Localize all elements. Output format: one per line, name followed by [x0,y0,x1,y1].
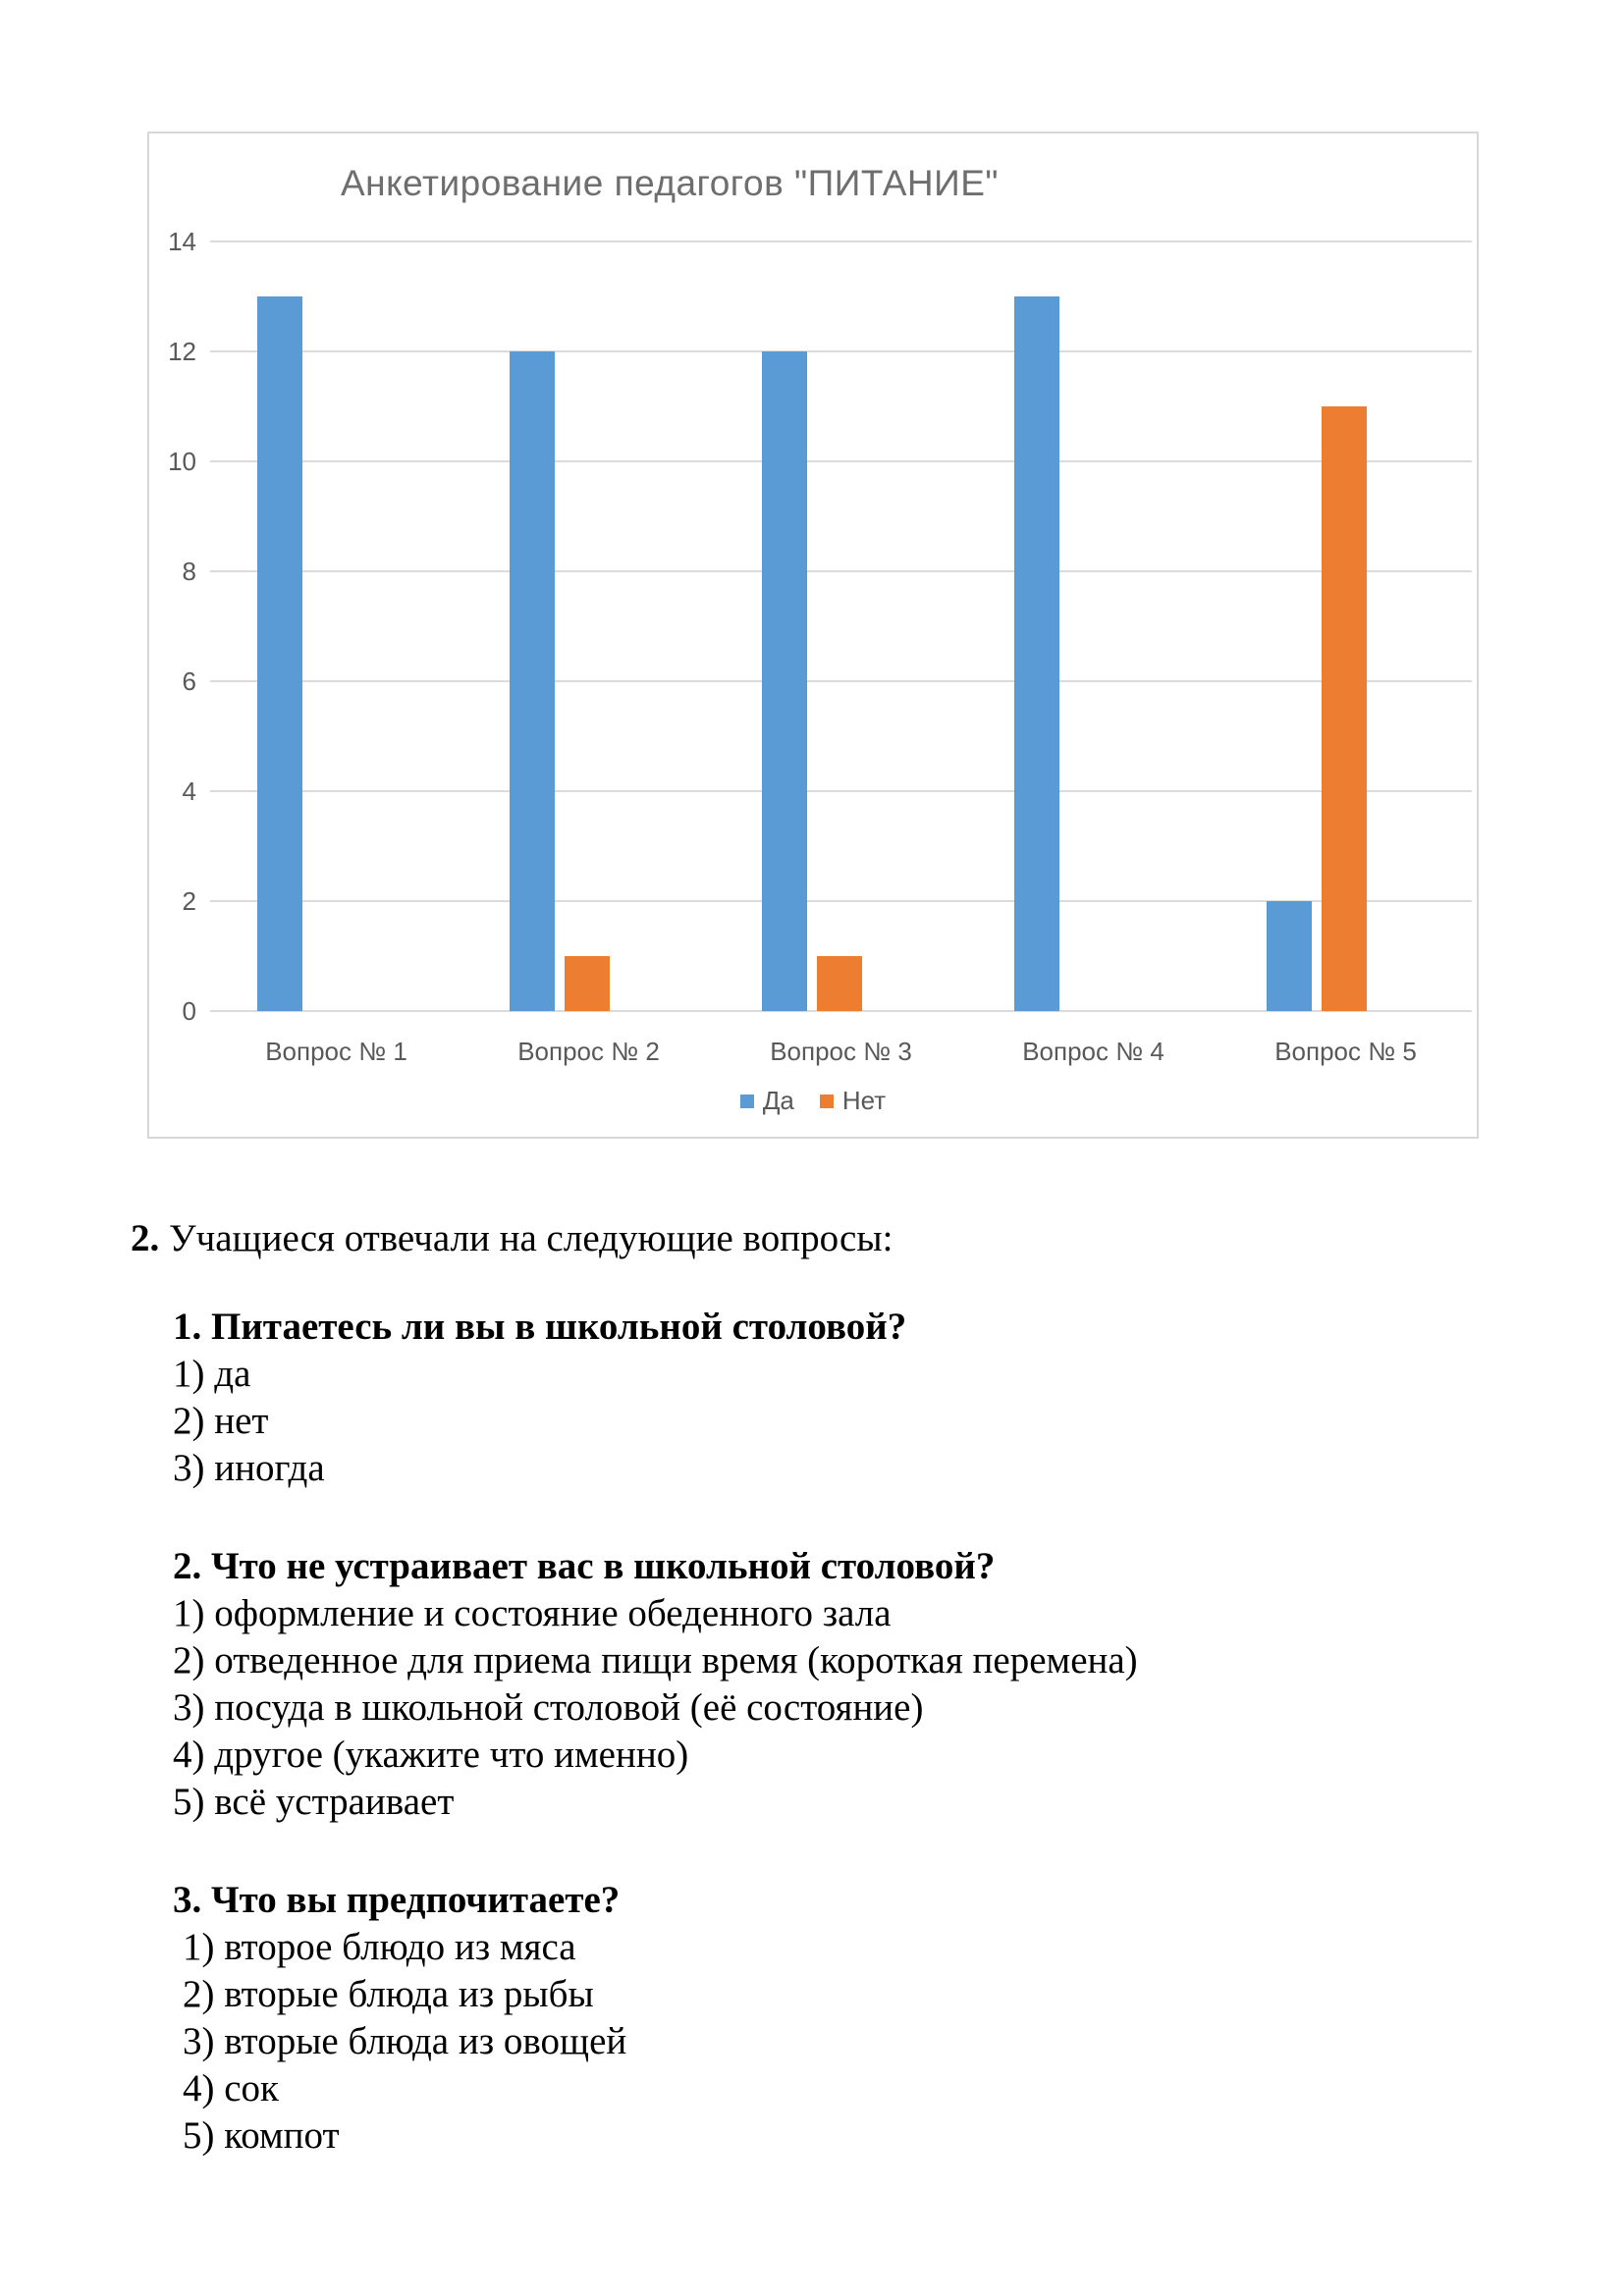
question-item: 2) нет [173,1400,269,1442]
question-item: 2) отведенное для приема пищи время (кор… [173,1639,1138,1682]
gridline [210,1010,1472,1012]
gridline [210,790,1472,792]
y-axis-tick-label: 0 [182,996,196,1026]
question-item: 5) компот [183,2114,340,2157]
question-item: 4) сок [183,2067,279,2109]
y-axis-tick-label: 8 [182,557,196,586]
question-section-2: 2. Что не устраивает вас в школьной стол… [173,1543,1138,1826]
question-item: 5) всё устраивает [173,1781,455,1823]
bar-series-0 [1013,296,1059,1011]
gridline [210,570,1472,572]
legend-swatch-0 [739,1094,754,1108]
x-axis-category-label: Вопрос № 3 [770,1037,912,1066]
chart-title: Анкетирование педагогов "ПИТАНИЕ" [340,163,1000,203]
gridline [210,680,1472,682]
bar-series-0 [256,296,302,1011]
question-heading: 3. Что вы предпочитаете? [173,1879,621,1921]
bar-series-1 [564,956,610,1011]
question-heading: 2. Что не устраивает вас в школьной стол… [173,1545,996,1587]
question-item: 4) другое (укажите что именно) [173,1734,689,1776]
x-axis-category-label: Вопрос № 2 [517,1037,660,1066]
gridline [210,460,1472,462]
question-section-3: 3. Что вы предпочитаете? 1) второе блюдо … [173,1877,1138,2160]
bar-series-0 [1266,901,1312,1011]
y-axis-tick-label: 4 [182,776,196,806]
x-axis-category-label: Вопрос № 4 [1022,1037,1164,1066]
question-item: 3) иногда [173,1447,325,1489]
chart-plot-area: 0 2 4 6 8 10 12 14 Вопрос № 1 Вопрос № 2 Вопрос № … [149,133,1477,1137]
bar-series-1 [1321,406,1367,1011]
question-item: 2) вторые блюда из рыбы [183,1973,594,2015]
y-axis-tick-label: 6 [182,667,196,696]
bar-series-0 [761,351,807,1011]
question-item: 1) второе блюдо из мяса [183,1926,576,1968]
y-axis-tick-label: 2 [182,886,196,916]
x-axis-category-label: Вопрос № 1 [265,1037,407,1066]
intro-text: Учащиеся отвечали на следующие вопросы: [159,1217,893,1259]
survey-bar-chart: Анкетирование педагогов "ПИТАНИЕ" 0 2 4 6 8 1… [147,132,1479,1139]
question-item: 1) да [173,1353,251,1395]
gridline [210,350,1472,352]
chart-legend: Да Нет [149,1086,1477,1116]
bar-series-0 [509,351,555,1011]
y-axis-tick-label: 10 [168,447,196,476]
question-section-1: 1. Питаетесь ли вы в школьной столовой? 1… [173,1304,1138,1492]
question-item: 1) оформление и состояние обеденного зал… [173,1592,892,1634]
legend-item-1: Нет [819,1086,887,1116]
legend-label-0: Да [762,1086,794,1115]
y-axis-tick-label: 14 [168,227,196,256]
question-item: 3) посуда в школьной столовой (её состоя… [173,1686,924,1729]
legend-label-1: Нет [841,1086,887,1115]
legend-item-0: Да [739,1086,794,1116]
bar-series-1 [816,956,862,1011]
gridline [210,900,1472,902]
questions-list: 1. Питаетесь ли вы в школьной столовой? 1… [173,1304,1138,2211]
question-heading: 1. Питаетесь ли вы в школьной столовой? [173,1306,907,1348]
gridline [210,240,1472,242]
legend-swatch-1 [819,1094,834,1108]
x-axis-category-label: Вопрос № 5 [1274,1037,1417,1066]
intro-number: 2. [131,1217,160,1259]
question-item: 3) вторые блюда из овощей [183,2020,627,2062]
y-axis-tick-label: 12 [168,337,196,366]
intro-paragraph: 2. Учащиеся отвечали на следующие вопрос… [131,1215,893,1262]
